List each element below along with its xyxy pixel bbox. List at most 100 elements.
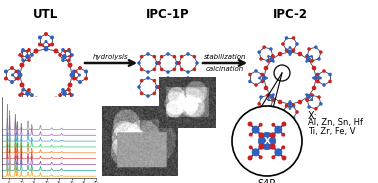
Circle shape xyxy=(45,100,48,103)
Circle shape xyxy=(146,52,150,56)
Circle shape xyxy=(285,50,288,52)
Circle shape xyxy=(155,61,159,65)
Circle shape xyxy=(45,107,48,110)
Circle shape xyxy=(45,40,48,43)
Circle shape xyxy=(252,148,260,156)
Circle shape xyxy=(10,66,14,70)
Circle shape xyxy=(21,58,25,62)
Circle shape xyxy=(317,57,321,61)
Circle shape xyxy=(262,80,264,83)
Circle shape xyxy=(322,83,326,87)
Circle shape xyxy=(160,92,163,95)
Circle shape xyxy=(267,93,270,96)
Circle shape xyxy=(192,55,196,58)
Circle shape xyxy=(254,83,258,87)
Circle shape xyxy=(58,93,62,97)
Circle shape xyxy=(281,133,285,137)
Circle shape xyxy=(18,74,21,76)
Circle shape xyxy=(72,70,76,74)
Circle shape xyxy=(264,86,268,90)
Circle shape xyxy=(43,98,48,104)
Circle shape xyxy=(310,98,313,101)
Circle shape xyxy=(48,44,51,46)
Circle shape xyxy=(295,42,299,46)
Text: Al, Zn, Sn, Hf: Al, Zn, Sn, Hf xyxy=(308,118,363,127)
Circle shape xyxy=(180,79,183,82)
Circle shape xyxy=(260,80,264,83)
Circle shape xyxy=(70,53,74,57)
Circle shape xyxy=(285,104,288,106)
Circle shape xyxy=(157,85,161,89)
Circle shape xyxy=(27,48,31,52)
Circle shape xyxy=(53,96,59,102)
Text: UTL: UTL xyxy=(33,8,59,21)
Circle shape xyxy=(50,104,54,107)
Circle shape xyxy=(44,100,48,104)
Circle shape xyxy=(192,68,196,71)
Circle shape xyxy=(259,155,263,159)
Circle shape xyxy=(21,55,24,58)
Circle shape xyxy=(305,98,309,102)
Circle shape xyxy=(166,94,170,98)
Circle shape xyxy=(67,48,71,52)
Circle shape xyxy=(316,73,318,76)
Circle shape xyxy=(232,106,302,176)
Circle shape xyxy=(20,63,25,68)
Circle shape xyxy=(282,122,287,126)
Circle shape xyxy=(319,77,322,79)
Circle shape xyxy=(20,83,25,87)
Circle shape xyxy=(264,66,268,70)
Circle shape xyxy=(305,60,308,63)
Circle shape xyxy=(38,42,42,46)
Circle shape xyxy=(312,86,316,90)
Circle shape xyxy=(192,79,196,82)
Circle shape xyxy=(173,79,176,82)
Circle shape xyxy=(260,73,264,76)
Circle shape xyxy=(272,98,275,101)
Circle shape xyxy=(41,104,44,107)
Circle shape xyxy=(248,73,252,76)
Circle shape xyxy=(173,68,176,71)
Circle shape xyxy=(21,48,25,52)
Circle shape xyxy=(45,47,48,50)
Circle shape xyxy=(17,72,23,77)
Circle shape xyxy=(70,93,74,97)
Circle shape xyxy=(305,54,309,58)
Circle shape xyxy=(68,97,71,100)
Circle shape xyxy=(58,53,62,57)
Circle shape xyxy=(278,100,282,104)
Circle shape xyxy=(281,145,285,149)
Circle shape xyxy=(310,60,313,63)
Circle shape xyxy=(195,85,199,89)
Circle shape xyxy=(306,94,311,99)
Circle shape xyxy=(259,57,263,61)
Circle shape xyxy=(248,156,253,160)
Circle shape xyxy=(34,48,39,53)
Circle shape xyxy=(288,102,292,106)
Circle shape xyxy=(157,61,161,65)
Circle shape xyxy=(30,53,34,57)
Circle shape xyxy=(305,55,308,58)
Circle shape xyxy=(27,58,31,62)
Circle shape xyxy=(269,57,274,62)
Circle shape xyxy=(257,102,261,106)
Circle shape xyxy=(267,60,270,63)
Circle shape xyxy=(269,105,273,109)
Circle shape xyxy=(61,58,65,62)
Circle shape xyxy=(307,105,311,109)
Circle shape xyxy=(285,36,288,40)
Circle shape xyxy=(297,52,302,56)
Circle shape xyxy=(27,98,31,102)
Circle shape xyxy=(259,123,263,127)
Circle shape xyxy=(270,144,276,150)
Circle shape xyxy=(140,92,143,95)
Circle shape xyxy=(74,77,77,80)
Circle shape xyxy=(292,116,295,120)
Circle shape xyxy=(70,72,74,77)
Circle shape xyxy=(166,52,170,56)
Circle shape xyxy=(254,69,258,73)
Circle shape xyxy=(282,156,287,160)
Text: calcination: calcination xyxy=(206,66,244,72)
Circle shape xyxy=(50,36,54,40)
Circle shape xyxy=(157,61,161,65)
